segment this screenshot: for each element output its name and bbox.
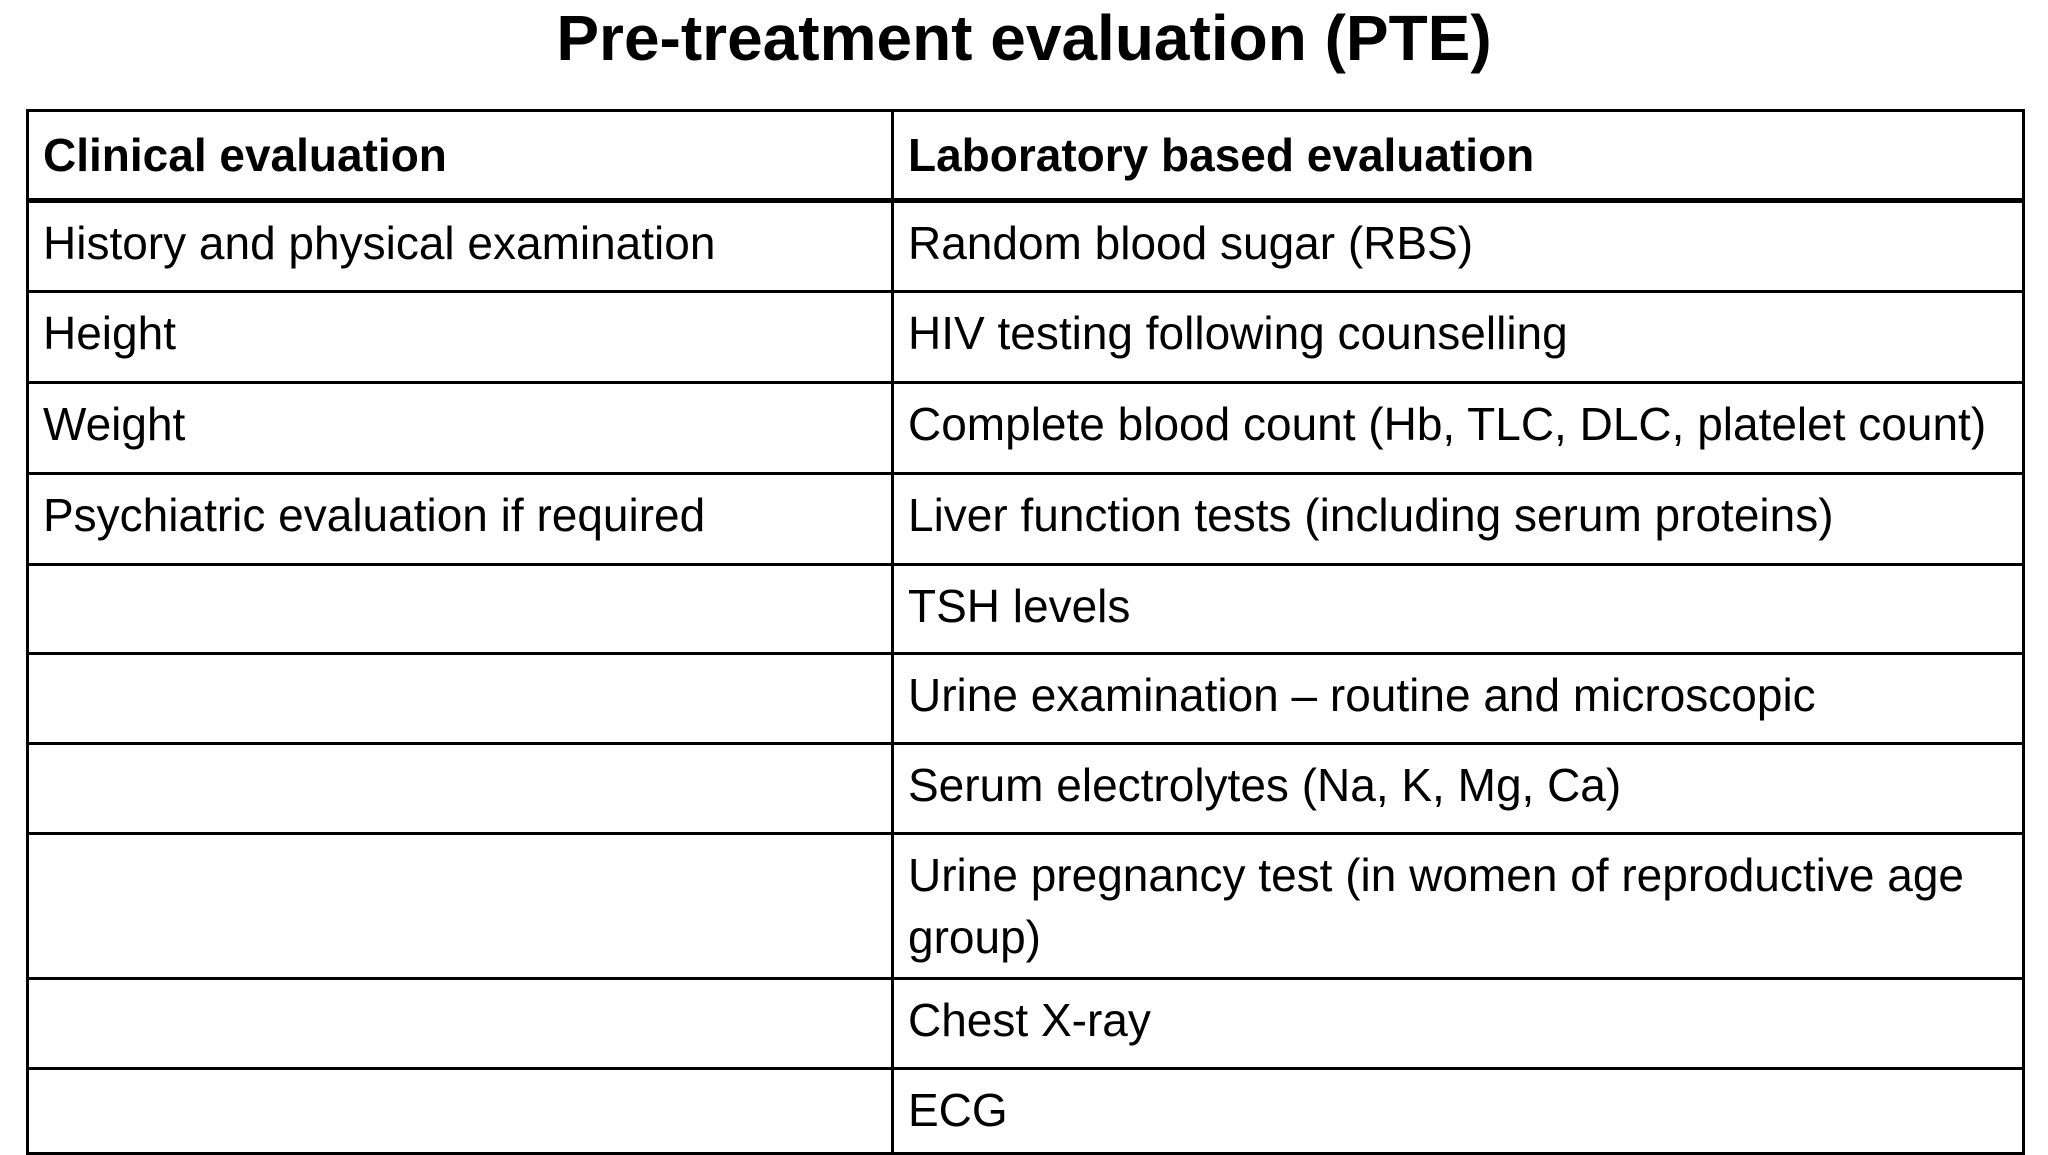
cell-clinical-empty (26, 1067, 894, 1155)
cell-laboratory: Liver function tests (including serum pr… (891, 472, 2025, 566)
cell-clinical: History and physical examination (26, 199, 894, 293)
page-title: Pre-treatment evaluation (PTE) (556, 2, 1492, 74)
table-row: TSH levels (26, 563, 2025, 655)
cell-laboratory: Chest X-ray (891, 977, 2025, 1070)
table-row: Weight Complete blood count (Hb, TLC, DL… (26, 381, 2025, 475)
cell-clinical-empty (26, 742, 894, 835)
pre-treatment-evaluation-table: Clinical evaluation Laboratory based eva… (26, 109, 2025, 1155)
cell-laboratory: TSH levels (891, 563, 2025, 655)
table-row: Serum electrolytes (Na, K, Mg, Ca) (26, 742, 2025, 835)
table-row: ECG (26, 1067, 2025, 1155)
cell-laboratory: Serum electrolytes (Na, K, Mg, Ca) (891, 742, 2025, 835)
table-row: Psychiatric evaluation if required Liver… (26, 472, 2025, 566)
cell-laboratory: HIV testing following counselling (891, 290, 2025, 384)
table-row: Height HIV testing following counselling (26, 290, 2025, 384)
cell-laboratory: Complete blood count (Hb, TLC, DLC, plat… (891, 381, 2025, 475)
cell-clinical-empty (26, 832, 894, 980)
table-row: History and physical examination Random … (26, 199, 2025, 293)
cell-clinical-empty (26, 563, 894, 655)
cell-laboratory: ECG (891, 1067, 2025, 1155)
cell-clinical: Height (26, 290, 894, 384)
cell-laboratory: Random blood sugar (RBS) (891, 199, 2025, 293)
cell-laboratory: Urine examination – routine and microsco… (891, 652, 2025, 745)
table-row: Chest X-ray (26, 977, 2025, 1070)
column-header-clinical-evaluation: Clinical evaluation (26, 109, 894, 203)
cell-clinical: Weight (26, 381, 894, 475)
cell-clinical-empty (26, 977, 894, 1070)
table-row: Urine pregnancy test (in women of reprod… (26, 832, 2025, 980)
table-header-row: Clinical evaluation Laboratory based eva… (26, 109, 2025, 203)
column-header-laboratory-based-evaluation: Laboratory based evaluation (891, 109, 2025, 203)
cell-clinical: Psychiatric evaluation if required (26, 472, 894, 566)
table-row: Urine examination – routine and microsco… (26, 652, 2025, 745)
cell-laboratory: Urine pregnancy test (in women of reprod… (891, 832, 2025, 980)
cell-clinical-empty (26, 652, 894, 745)
